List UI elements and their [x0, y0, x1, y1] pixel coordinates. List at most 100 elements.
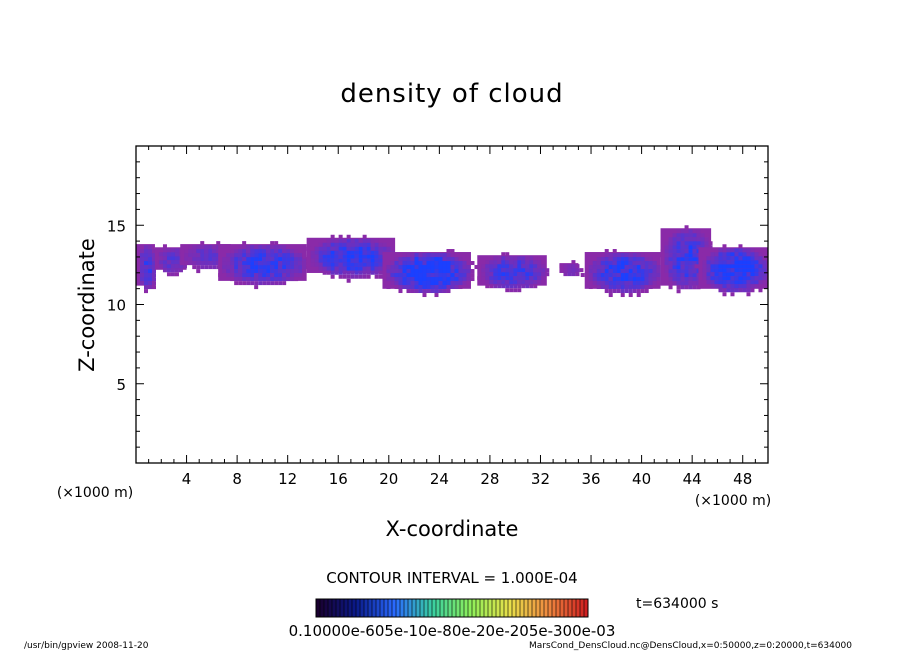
cloud-cell: [714, 272, 719, 277]
cloud-cell: [370, 242, 375, 247]
cloud-cell: [406, 265, 411, 270]
cloud-cell: [640, 253, 645, 258]
cloud-cell: [330, 262, 335, 267]
cloud-cell: [208, 245, 213, 250]
cloud-cell: [537, 260, 542, 265]
cloud-cell: [358, 266, 363, 271]
colorbar-cell: [548, 599, 553, 617]
cloud-cell: [144, 249, 148, 254]
cloud-cell: [501, 252, 506, 257]
cloud-cell: [140, 273, 144, 278]
colorbar-cell: [412, 599, 417, 617]
cloud-cell: [140, 265, 144, 270]
cloud-cell: [282, 265, 287, 270]
cloud-cell: [648, 269, 653, 274]
cloud-cell: [342, 242, 347, 247]
cloud-cell: [446, 261, 451, 266]
cloud-cell: [533, 256, 538, 261]
cloud-cell: [493, 268, 498, 273]
cloud-cell: [212, 245, 217, 250]
cloud-cell: [706, 264, 711, 269]
cloud-cell: [513, 264, 518, 269]
cloud-cell: [430, 253, 435, 258]
cloud-cell: [188, 261, 193, 266]
cloud-cell: [374, 266, 379, 271]
cloud-cell: [382, 246, 387, 251]
cloud-cell: [180, 249, 185, 254]
colorbar-cell: [516, 599, 521, 617]
cloud-cell: [366, 266, 371, 271]
cloud-cell: [533, 276, 538, 281]
cloud-cell: [632, 285, 637, 290]
cloud-cell: [386, 273, 391, 278]
cloud-cell: [254, 257, 259, 262]
cloud-cell: [326, 246, 331, 251]
cloud-cell: [414, 265, 419, 270]
cloud-cell: [640, 269, 645, 274]
cloud-cell: [338, 258, 343, 263]
cloud-cell: [278, 257, 283, 262]
cloud-cell: [438, 261, 443, 266]
cloud-cell: [604, 289, 609, 294]
cloud-cell: [350, 254, 355, 259]
colorbar-cell: [392, 599, 397, 617]
cloud-cell: [575, 268, 580, 273]
cloud-cell: [644, 257, 649, 262]
cloud-cell: [402, 269, 407, 274]
cloud-cell: [676, 257, 681, 262]
cloud-cell: [346, 246, 351, 251]
colorbar-cell: [388, 599, 393, 617]
cloud-cell: [652, 273, 657, 278]
cloud-cell: [330, 250, 335, 255]
contour-interval-text: CONTOUR INTERVAL = 1.000E-04: [326, 569, 577, 587]
cloud-cell: [406, 277, 411, 282]
cloud-cell: [378, 246, 383, 251]
cloud-cell: [676, 277, 681, 282]
cloud-cell: [294, 249, 299, 254]
cloud-cell: [234, 277, 239, 282]
cloud-cell: [386, 285, 391, 290]
cloud-cell: [458, 257, 463, 262]
cloud-cell: [505, 260, 510, 265]
cloud-cell: [258, 277, 263, 282]
cloud-cell: [410, 265, 415, 270]
cloud-cell: [200, 245, 205, 250]
cloud-cell: [192, 249, 197, 254]
cloud-cell: [354, 242, 359, 247]
cloud-cell: [208, 261, 213, 266]
cloud-cell: [302, 265, 307, 270]
cloud-cell: [330, 246, 335, 251]
cloud-cell: [242, 281, 247, 286]
cloud-cell: [533, 284, 538, 289]
cloud-cell: [734, 252, 739, 257]
cloud-cell: [314, 246, 319, 251]
cloud-cell: [571, 264, 576, 269]
cloud-cell: [680, 257, 685, 262]
cloud-cell: [537, 276, 542, 281]
cloud-cell: [636, 253, 641, 258]
cloud-cell: [746, 288, 751, 293]
cloud-cell: [762, 272, 767, 277]
cloud-cell: [684, 237, 689, 242]
x-tick-label: 44: [683, 470, 702, 488]
cloud-cell: [575, 272, 580, 277]
colorbar-cell: [408, 599, 413, 617]
cloud-cell: [144, 289, 148, 294]
cloud-cell: [742, 272, 747, 277]
cloud-cell: [696, 233, 701, 238]
cloud-cell: [454, 285, 459, 290]
cloud-cell: [684, 265, 689, 270]
cloud-cell: [144, 257, 148, 262]
cloud-cell: [174, 256, 179, 261]
cloud-cell: [734, 264, 739, 269]
cloud-cell: [250, 277, 255, 282]
cloud-cell: [620, 273, 625, 278]
cloud-cell: [758, 252, 763, 257]
cloud-cell: [342, 262, 347, 267]
cloud-cell: [636, 289, 641, 294]
cloud-cell: [672, 241, 677, 246]
cloud-cell: [533, 272, 538, 277]
cloud-cell: [517, 272, 522, 277]
cloud-cell: [450, 253, 455, 258]
cloud-cell: [184, 253, 189, 258]
